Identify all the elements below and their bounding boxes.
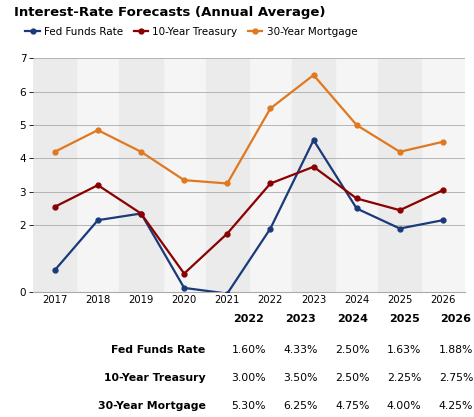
Bar <box>292 58 335 292</box>
Text: 2.75%: 2.75% <box>439 373 473 383</box>
Text: 3.00%: 3.00% <box>231 373 266 383</box>
Text: 2.50%: 2.50% <box>335 344 370 354</box>
Text: 2022: 2022 <box>233 314 264 324</box>
Text: 1.88%: 1.88% <box>439 344 473 354</box>
Text: 5.30%: 5.30% <box>232 401 266 411</box>
Text: 2025: 2025 <box>389 314 419 324</box>
Bar <box>206 58 249 292</box>
Text: 1.60%: 1.60% <box>232 344 266 354</box>
Text: Interest-Rate Forecasts (Annual Average): Interest-Rate Forecasts (Annual Average) <box>14 6 326 19</box>
Text: 2026: 2026 <box>440 314 472 324</box>
Text: 2.50%: 2.50% <box>335 373 370 383</box>
Text: 2023: 2023 <box>285 314 316 324</box>
Bar <box>119 58 163 292</box>
Text: 4.33%: 4.33% <box>283 344 318 354</box>
Bar <box>378 58 421 292</box>
Bar <box>33 58 76 292</box>
Text: 4.00%: 4.00% <box>387 401 421 411</box>
Text: 2024: 2024 <box>337 314 368 324</box>
Text: 6.25%: 6.25% <box>283 401 318 411</box>
Text: 4.75%: 4.75% <box>335 401 370 411</box>
Text: Fed Funds Rate: Fed Funds Rate <box>111 344 206 354</box>
Text: 30-Year Mortgage: 30-Year Mortgage <box>98 401 206 411</box>
Text: 4.25%: 4.25% <box>439 401 473 411</box>
Text: 2.25%: 2.25% <box>387 373 421 383</box>
Text: 3.50%: 3.50% <box>283 373 318 383</box>
Text: 10-Year Treasury: 10-Year Treasury <box>104 373 206 383</box>
Legend: Fed Funds Rate, 10-Year Treasury, 30-Year Mortgage: Fed Funds Rate, 10-Year Treasury, 30-Yea… <box>21 23 362 41</box>
Text: 1.63%: 1.63% <box>387 344 421 354</box>
